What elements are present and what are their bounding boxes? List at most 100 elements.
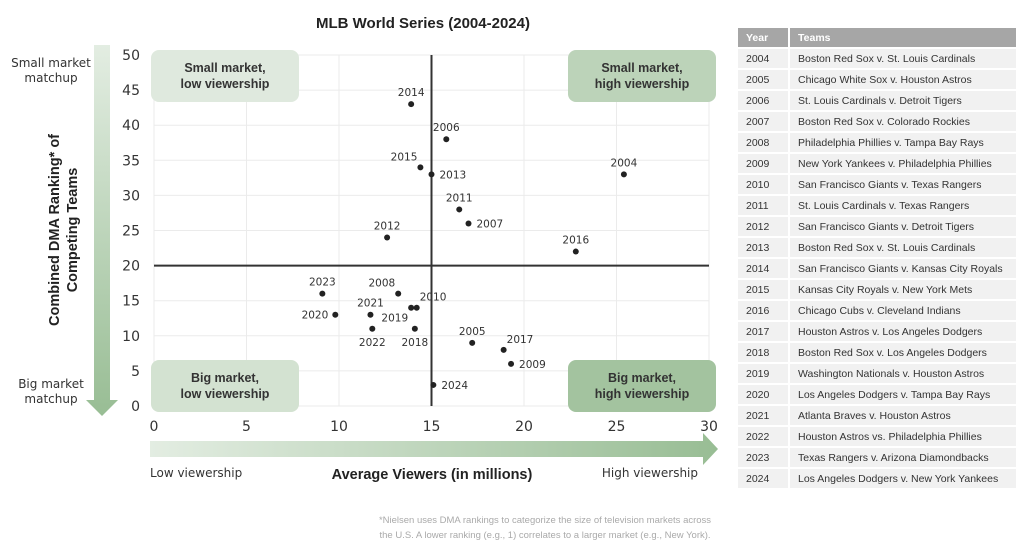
y-tick-label: 35 — [122, 153, 140, 169]
quadrant-top-right: Small market, high viewership — [568, 50, 716, 102]
table-row: 2015 Kansas City Royals v. New York Mets — [738, 278, 1016, 300]
y-tick-label: 5 — [131, 364, 140, 380]
table-row: 2017 Houston Astros v. Los Angeles Dodger… — [738, 320, 1016, 342]
year-cell: 2005 — [738, 68, 790, 90]
point-marker — [395, 290, 402, 297]
teams-cell: Texas Rangers v. Arizona Diamondbacks — [789, 446, 1016, 468]
teams-cell: Chicago White Sox v. Houston Astros — [789, 68, 1016, 90]
data-point-2023: 2023 — [309, 277, 336, 297]
table-row: 2018 Boston Red Sox v. Los Angeles Dodger… — [738, 341, 1016, 363]
chart-title: MLB World Series (2004-2024) — [316, 15, 530, 32]
point-marker — [428, 171, 435, 178]
quadrant-box — [151, 360, 299, 412]
year-cell: 2004 — [738, 47, 790, 69]
point-marker — [508, 360, 515, 367]
teams-cell: Boston Red Sox v. St. Louis Cardinals — [789, 47, 1016, 69]
year-cell: 2008 — [738, 131, 790, 153]
point-label: 2023 — [309, 277, 336, 289]
y-axis-label-line1: Combined DMA Ranking* of — [47, 134, 63, 326]
y-tick-label: 0 — [131, 399, 140, 415]
table-row: 2016 Chicago Cubs v. Cleveland Indians — [738, 299, 1016, 321]
point-marker — [456, 206, 463, 213]
y-axis-label-line2: Competing Teams — [65, 168, 81, 293]
x-arrow-low-label: Low viewership — [150, 466, 242, 480]
quadrant-label-line2: low viewership — [181, 387, 270, 401]
table-header-row: Year Teams — [738, 28, 1016, 48]
table-row: 2013 Boston Red Sox v. St. Louis Cardinal… — [738, 236, 1016, 258]
data-point-2009: 2009 — [508, 359, 546, 371]
data-point-2005: 2005 — [459, 326, 486, 346]
point-label: 2006 — [433, 122, 460, 134]
y-tick-label: 45 — [122, 83, 140, 99]
table-row: 2023 Texas Rangers v. Arizona Diamondback… — [738, 446, 1016, 468]
data-point-2020: 2020 — [302, 310, 339, 322]
point-label: 2005 — [459, 326, 486, 338]
quadrant-box — [568, 50, 716, 102]
y-arrow-top-label-line1: Small market — [11, 56, 91, 70]
year-cell: 2013 — [738, 236, 790, 258]
table-row: 2010 San Francisco Giants v. Texas Ranger… — [738, 173, 1016, 195]
teams-cell: Los Angeles Dodgers v. New York Yankees — [789, 467, 1016, 488]
point-marker — [572, 248, 579, 255]
point-label: 2008 — [368, 278, 395, 290]
data-point-2016: 2016 — [562, 235, 589, 255]
teams-cell: Houston Astros v. Los Angeles Dodgers — [789, 320, 1016, 342]
point-label: 2011 — [446, 192, 473, 204]
teams-cell: Washington Nationals v. Houston Astros — [789, 362, 1016, 384]
quadrant-box — [568, 360, 716, 412]
teams-cell: Houston Astros vs. Philadelphia Phillies — [789, 425, 1016, 447]
y-tick-label: 15 — [122, 294, 140, 310]
table-row: 2020 Los Angeles Dodgers v. Tampa Bay Ray… — [738, 383, 1016, 405]
y-arrow-bottom-label-line2: matchup — [24, 392, 77, 406]
data-point-2015: 2015 — [391, 151, 424, 171]
point-marker — [443, 136, 450, 143]
y-arrow-top-label-line2: matchup — [24, 71, 77, 85]
quadrant-bottom-left: Big market, low viewership — [151, 360, 299, 412]
y-tick-label: 20 — [122, 259, 140, 275]
quadrant-bottom-right: Big market, high viewership — [568, 360, 716, 412]
year-cell: 2021 — [738, 404, 790, 426]
quadrant-label-line2: high viewership — [595, 77, 690, 91]
point-label: 2021 — [357, 298, 384, 310]
x-tick-label: 25 — [608, 419, 626, 435]
table-row: 2011 St. Louis Cardinals v. Texas Rangers — [738, 194, 1016, 216]
point-label: 2004 — [611, 157, 638, 169]
teams-cell: St. Louis Cardinals v. Texas Rangers — [789, 194, 1016, 216]
quadrant-label-line1: Small market, — [601, 61, 682, 75]
table-row: 2006 St. Louis Cardinals v. Detroit Tiger… — [738, 89, 1016, 111]
data-point-2010: 2010 — [413, 292, 446, 311]
y-tick-label: 10 — [122, 329, 140, 345]
x-axis-label: Average Viewers (in millions) — [332, 467, 533, 483]
table-row: 2019 Washington Nationals v. Houston Astr… — [738, 362, 1016, 384]
data-point-2011: 2011 — [446, 192, 473, 213]
teams-cell: Los Angeles Dodgers v. Tampa Bay Rays — [789, 383, 1016, 405]
quadrant-label-line1: Big market, — [191, 371, 259, 385]
year-cell: 2015 — [738, 278, 790, 300]
point-marker — [430, 381, 437, 388]
quadrant-box — [151, 50, 299, 102]
teams-cell: San Francisco Giants v. Kansas City Roya… — [789, 257, 1016, 279]
quadrant-label-line2: low viewership — [181, 77, 270, 91]
point-marker — [411, 325, 418, 332]
year-cell: 2019 — [738, 362, 790, 384]
y-tick-label: 40 — [122, 118, 140, 134]
point-label: 2014 — [398, 87, 425, 99]
point-marker — [469, 339, 476, 346]
data-point-2012: 2012 — [374, 221, 401, 241]
table-row: 2012 San Francisco Giants v. Detroit Tige… — [738, 215, 1016, 237]
quadrant-boxes: Small market, low viewership Small market,… — [151, 50, 716, 412]
teams-cell: San Francisco Giants v. Detroit Tigers — [789, 215, 1016, 237]
point-marker — [413, 304, 420, 311]
point-label: 2012 — [374, 221, 401, 233]
x-tick-label: 5 — [242, 419, 251, 435]
footnote-line1: *Nielsen uses DMA rankings to categorize… — [379, 515, 711, 526]
point-marker — [500, 346, 507, 353]
point-label: 2013 — [440, 169, 467, 181]
point-label: 2018 — [401, 337, 428, 349]
point-marker — [465, 220, 472, 227]
data-point-2008: 2008 — [368, 278, 402, 297]
year-cell: 2018 — [738, 341, 790, 363]
data-point-2021: 2021 — [357, 298, 384, 318]
x-tick-label: 10 — [330, 419, 348, 435]
